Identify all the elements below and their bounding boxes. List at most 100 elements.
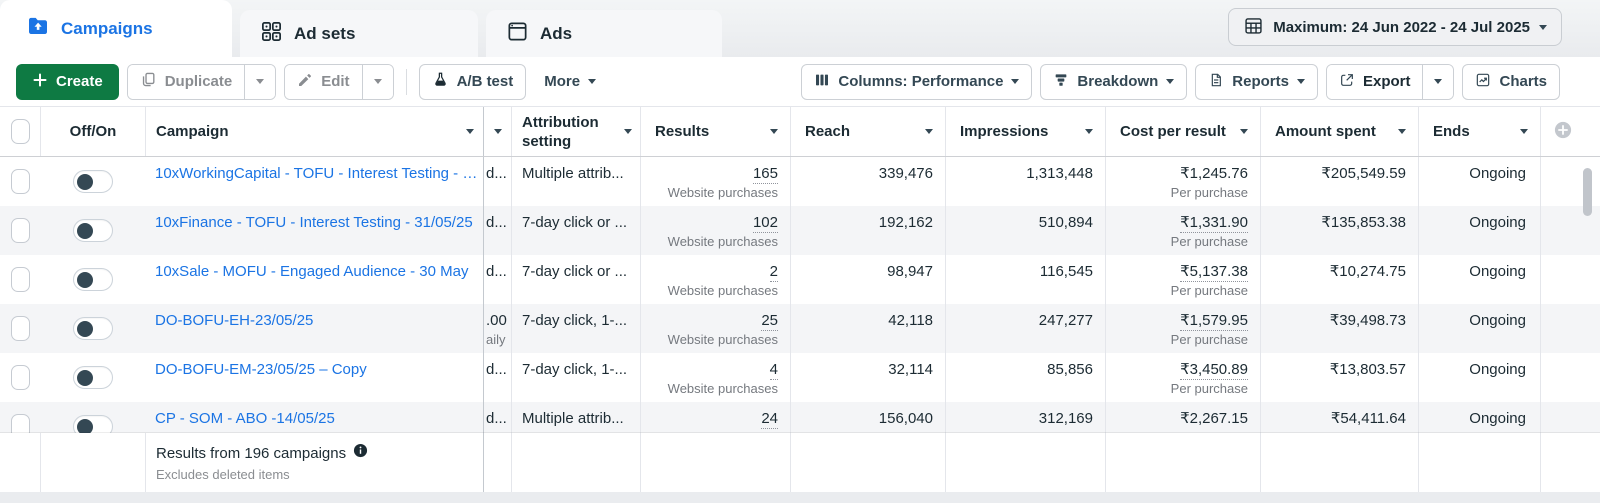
off-on-toggle[interactable] — [72, 366, 113, 389]
chevron-down-icon — [1539, 24, 1547, 30]
header-ends[interactable]: Ends — [1418, 107, 1540, 156]
results-cell: 102 Website purchases — [640, 206, 790, 255]
off-on-toggle[interactable] — [72, 170, 113, 193]
row-checkbox[interactable] — [10, 365, 30, 390]
campaign-link[interactable]: DO-BOFU-EH-23/05/25 — [155, 312, 314, 329]
cost-per-result-cell: ₹1,579.95 Per purchase — [1105, 304, 1260, 353]
reach-cell: 192,162 — [790, 206, 945, 255]
duplicate-dropdown-button[interactable] — [244, 64, 276, 99]
results-value[interactable]: 24 — [761, 410, 778, 429]
header-budget[interactable] — [483, 107, 511, 156]
date-range-picker[interactable]: Maximum: 24 Jun 2022 - 24 Jul 2025 — [1228, 8, 1562, 46]
header-reach[interactable]: Reach — [790, 107, 945, 156]
create-button[interactable]: Create — [16, 63, 119, 100]
columns-button[interactable]: Columns: Performance — [801, 63, 1033, 100]
table-row: DO-BOFU-EH-23/05/25 .00 aily 7-day click,… — [0, 304, 1600, 353]
header-campaign[interactable]: Campaign — [145, 107, 483, 156]
export-button-label: Export — [1362, 73, 1411, 90]
cost-per-result-value[interactable]: ₹3,450.89 — [1180, 361, 1248, 380]
sort-caret-icon — [1085, 129, 1093, 134]
cost-per-result-cell: ₹5,137.38 Per purchase — [1105, 255, 1260, 304]
sort-caret-icon — [466, 129, 474, 134]
reports-button[interactable]: Reports — [1195, 63, 1318, 100]
header-impressions[interactable]: Impressions — [945, 107, 1105, 156]
campaign-link[interactable]: DO-BOFU-EM-23/05/25 – Copy — [155, 361, 367, 378]
results-value[interactable]: 4 — [769, 361, 778, 380]
row-checkbox[interactable] — [10, 169, 30, 194]
cost-per-result-value[interactable]: ₹1,579.95 — [1180, 312, 1248, 331]
campaign-link[interactable]: 10xSale - MOFU - Engaged Audience - 30 M… — [155, 263, 469, 280]
campaign-link[interactable]: 10xWorkingCapital - TOFU - Interest Test… — [155, 165, 478, 182]
reach-cell: 42,118 — [790, 304, 945, 353]
header-cost-per-result[interactable]: Cost per result — [1105, 107, 1260, 156]
budget-cell: .00 aily — [483, 304, 511, 353]
summary-subtitle: Excludes deleted items — [156, 467, 290, 482]
budget-cell: d... — [483, 157, 511, 206]
select-all-checkbox[interactable] — [10, 119, 30, 144]
cost-per-result-value[interactable]: ₹2,267.15 — [1180, 410, 1248, 427]
sort-caret-icon — [624, 129, 632, 134]
edit-button[interactable]: Edit — [285, 64, 362, 99]
ads-frame-icon — [506, 20, 529, 48]
charts-button[interactable]: Charts — [1462, 63, 1560, 100]
vertical-scrollbar-thumb[interactable] — [1583, 168, 1592, 216]
campaign-link[interactable]: 10xFinance - TOFU - Interest Testing - 3… — [155, 214, 473, 231]
campaign-link[interactable]: CP - SOM - ABO -14/05/25 — [155, 410, 335, 427]
header-campaign-label: Campaign — [156, 123, 229, 140]
ends-cell: Ongoing — [1418, 353, 1540, 402]
impressions-cell: 1,313,448 — [945, 157, 1105, 206]
off-on-toggle[interactable] — [72, 317, 113, 340]
actions-toolbar: Create Duplicate Edit A/B test More — [0, 57, 1600, 107]
table-header-row: Off/On Campaign Attribution setting Resu… — [0, 107, 1600, 157]
add-column-icon[interactable] — [1554, 121, 1572, 143]
results-value[interactable]: 165 — [752, 165, 778, 184]
reports-button-label: Reports — [1232, 73, 1289, 90]
export-icon — [1339, 72, 1355, 92]
off-on-toggle[interactable] — [72, 415, 113, 438]
info-icon[interactable] — [353, 443, 368, 464]
header-ends-label: Ends — [1433, 123, 1470, 140]
header-results[interactable]: Results — [640, 107, 790, 156]
cost-per-result-value[interactable]: ₹5,137.38 — [1180, 263, 1248, 282]
sort-caret-icon — [1520, 129, 1528, 134]
toggle-knob — [76, 320, 93, 337]
toggle-knob — [76, 222, 93, 239]
budget-cell: d... — [483, 402, 511, 451]
row-checkbox[interactable] — [10, 316, 30, 341]
amount-spent-cell: ₹39,498.73 — [1260, 304, 1418, 353]
cost-per-result-cell: ₹1,331.90 Per purchase — [1105, 206, 1260, 255]
more-button[interactable]: More — [534, 63, 607, 100]
budget-cell: d... — [483, 206, 511, 255]
results-value[interactable]: 102 — [752, 214, 778, 233]
cost-per-result-value[interactable]: ₹1,245.76 — [1180, 165, 1248, 182]
off-on-toggle[interactable] — [72, 268, 113, 291]
tab-ad-sets[interactable]: Ad sets — [240, 10, 478, 57]
ab-test-button[interactable]: A/B test — [418, 63, 527, 100]
chevron-down-icon — [256, 79, 265, 84]
impressions-cell: 312,169 — [945, 402, 1105, 451]
breakdown-button[interactable]: Breakdown — [1040, 63, 1188, 100]
plus-icon — [32, 72, 48, 92]
ends-cell: Ongoing — [1418, 157, 1540, 206]
header-attribution[interactable]: Attribution setting — [511, 107, 640, 156]
results-value[interactable]: 25 — [761, 312, 778, 331]
cost-per-result-value[interactable]: ₹1,331.90 — [1180, 214, 1248, 233]
results-value[interactable]: 2 — [769, 263, 778, 282]
ends-cell: Ongoing — [1418, 206, 1540, 255]
row-checkbox[interactable] — [10, 218, 30, 243]
export-button[interactable]: Export — [1326, 64, 1423, 99]
header-results-label: Results — [655, 123, 710, 140]
duplicate-button-label: Duplicate — [164, 73, 233, 90]
ends-cell: Ongoing — [1418, 304, 1540, 353]
attribution-cell: 7-day click, 1-... — [511, 353, 640, 402]
duplicate-button[interactable]: Duplicate — [127, 64, 245, 99]
header-amount-spent[interactable]: Amount spent — [1260, 107, 1418, 156]
row-checkbox[interactable] — [10, 267, 30, 292]
edit-dropdown-button[interactable] — [361, 64, 393, 99]
header-off-on-label: Off/On — [69, 123, 117, 140]
off-on-toggle[interactable] — [72, 219, 113, 242]
results-cell: 4 Website purchases — [640, 353, 790, 402]
tab-ads[interactable]: Ads — [486, 10, 722, 57]
tab-campaigns[interactable]: Campaigns — [0, 0, 232, 57]
export-dropdown-button[interactable] — [1422, 64, 1454, 99]
